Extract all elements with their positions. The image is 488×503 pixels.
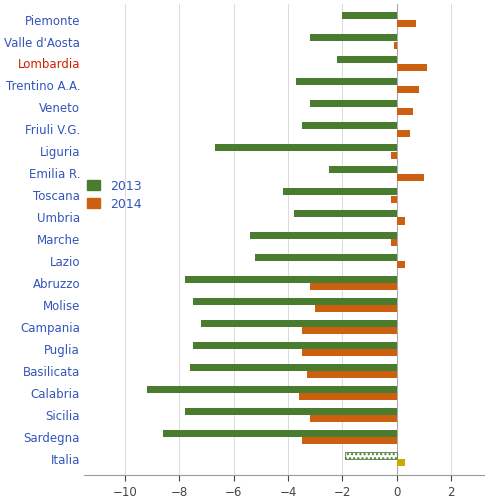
- Bar: [397, 20, 416, 27]
- Bar: [302, 327, 397, 334]
- Bar: [345, 452, 397, 459]
- Bar: [391, 151, 397, 158]
- Bar: [337, 56, 397, 63]
- Bar: [394, 42, 397, 49]
- Bar: [397, 64, 427, 71]
- Bar: [302, 122, 397, 129]
- Bar: [163, 430, 397, 437]
- Bar: [307, 371, 397, 378]
- Bar: [283, 188, 397, 195]
- Bar: [193, 298, 397, 305]
- Bar: [147, 386, 397, 393]
- Legend: 2013, 2014: 2013, 2014: [82, 175, 146, 215]
- Bar: [190, 364, 397, 371]
- Bar: [250, 232, 397, 239]
- Bar: [310, 415, 397, 422]
- Bar: [397, 108, 413, 115]
- Bar: [397, 86, 419, 93]
- Bar: [302, 437, 397, 444]
- Bar: [302, 349, 397, 356]
- Bar: [193, 342, 397, 349]
- Bar: [397, 262, 405, 269]
- Bar: [310, 283, 397, 290]
- Bar: [296, 78, 397, 85]
- Bar: [343, 12, 397, 19]
- Bar: [185, 408, 397, 415]
- Bar: [315, 305, 397, 312]
- Bar: [397, 174, 424, 181]
- Bar: [391, 196, 397, 203]
- Bar: [397, 459, 405, 466]
- Bar: [299, 393, 397, 400]
- Bar: [310, 100, 397, 107]
- Bar: [397, 130, 410, 137]
- Bar: [397, 217, 405, 224]
- Bar: [294, 210, 397, 217]
- Bar: [185, 276, 397, 283]
- Bar: [310, 34, 397, 41]
- Bar: [256, 254, 397, 261]
- Bar: [391, 239, 397, 246]
- Bar: [329, 166, 397, 173]
- Bar: [215, 144, 397, 151]
- Bar: [201, 320, 397, 327]
